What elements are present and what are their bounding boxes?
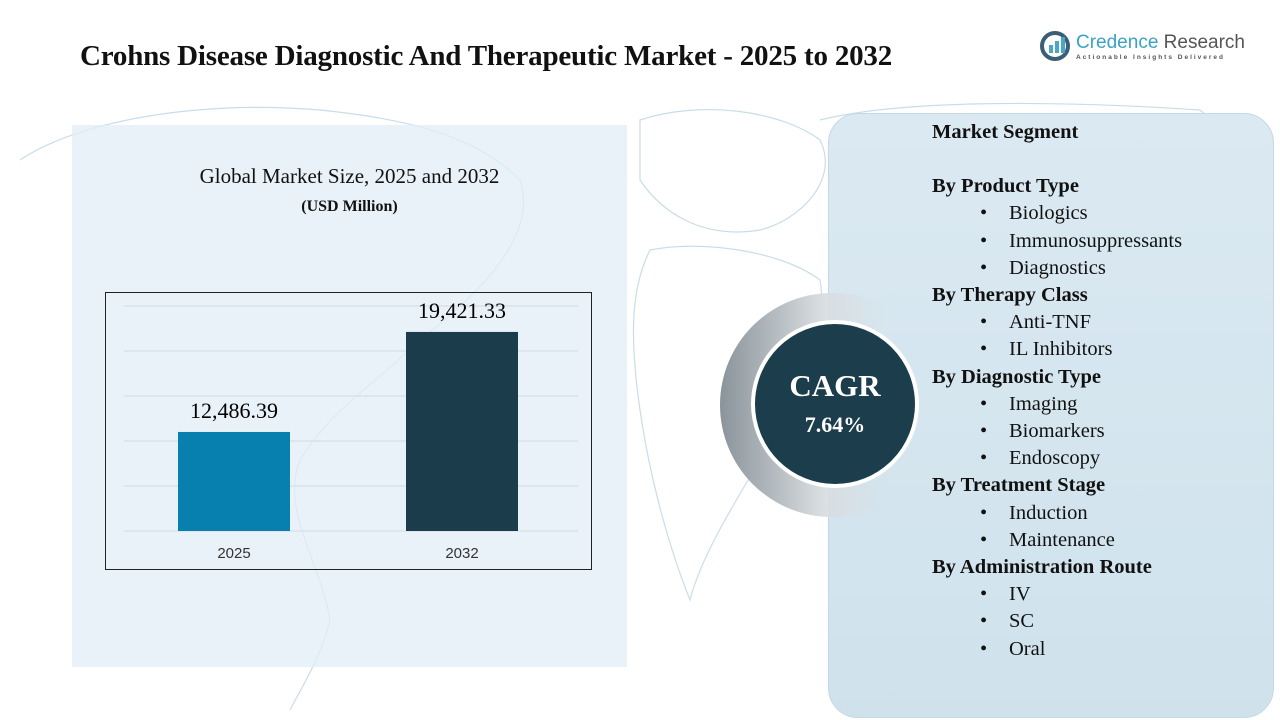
cagr-badge: CAGR 7.64% — [751, 320, 919, 488]
segment-item: IL Inhibitors — [932, 336, 1182, 363]
segment-item-label: Oral — [1009, 637, 1046, 660]
segment-item-label: Induction — [1009, 501, 1088, 524]
logo-tagline: Actionable Insights Delivered — [1076, 53, 1226, 61]
segment-item-label: Biomarkers — [1009, 420, 1105, 443]
segment-item: Biomarkers — [932, 418, 1182, 445]
segment-item-label: Anti-TNF — [1009, 311, 1091, 334]
segment-item: Biologics — [932, 200, 1182, 227]
bar-chart-svg: 12,486.39 2025 19,421.33 2032 — [124, 298, 578, 562]
segment-heading: Market Segment — [932, 121, 1079, 143]
logo-name-b: Research — [1158, 31, 1245, 53]
segment-item-label: IV — [1009, 583, 1031, 606]
segment-item: IV — [932, 581, 1182, 608]
segment-item-label: Maintenance — [1009, 528, 1115, 551]
bar-chart: 12,486.39 2025 19,421.33 2032 — [105, 292, 592, 570]
credence-research-logo: Credence Research Actionable Insights De… — [1040, 31, 1245, 61]
segment-item: Oral — [932, 636, 1182, 663]
cagr-value: 7.64% — [804, 412, 866, 437]
bar-2025 — [178, 431, 290, 531]
segment-item: Maintenance — [932, 527, 1182, 554]
segment-item-label: Immunosuppressants — [1009, 229, 1183, 252]
segment-item-label: SC — [1009, 610, 1035, 633]
data-label: 19,421.33 — [418, 298, 506, 323]
segment-item: Immunosuppressants — [932, 228, 1182, 255]
x-tick-label: 2025 — [217, 545, 250, 562]
bar-2032 — [406, 331, 518, 531]
segment-item: Induction — [932, 500, 1182, 527]
segment-item-label: Biologics — [1009, 202, 1088, 225]
segment-group-title: By Therapy Class — [932, 284, 1088, 307]
segment-item: Anti-TNF — [932, 309, 1182, 336]
segment-group-title: By Product Type — [932, 175, 1079, 198]
segment-item-label: Diagnostics — [1009, 256, 1106, 279]
segment-group-title: By Diagnostic Type — [932, 365, 1101, 388]
logo-name-a: Credence — [1076, 31, 1159, 53]
cagr-label: CAGR — [789, 368, 881, 403]
segment-item: Endoscopy — [932, 445, 1182, 472]
segment-item: Diagnostics — [932, 255, 1182, 282]
segment-item-label: IL Inhibitors — [1009, 338, 1113, 361]
page-title: Crohns Disease Diagnostic And Therapeuti… — [80, 40, 893, 72]
segment-group-title: By Treatment Stage — [932, 474, 1106, 497]
chart-title: Global Market Size, 2025 and 2032 — [199, 164, 500, 188]
segment-item: Imaging — [932, 391, 1182, 418]
data-label: 12,486.39 — [190, 398, 278, 423]
x-tick-label: 2032 — [445, 545, 478, 562]
segment-group-title: By Administration Route — [932, 556, 1152, 579]
segment-item: SC — [932, 608, 1182, 635]
market-segment-list: Market Segment By Product Type Biologics I… — [932, 119, 1182, 663]
logo-icon — [1040, 31, 1070, 61]
segment-item-label: Endoscopy — [1009, 447, 1101, 470]
chart-subtitle: (USD Million) — [301, 198, 398, 215]
segment-item-label: Imaging — [1009, 392, 1078, 415]
